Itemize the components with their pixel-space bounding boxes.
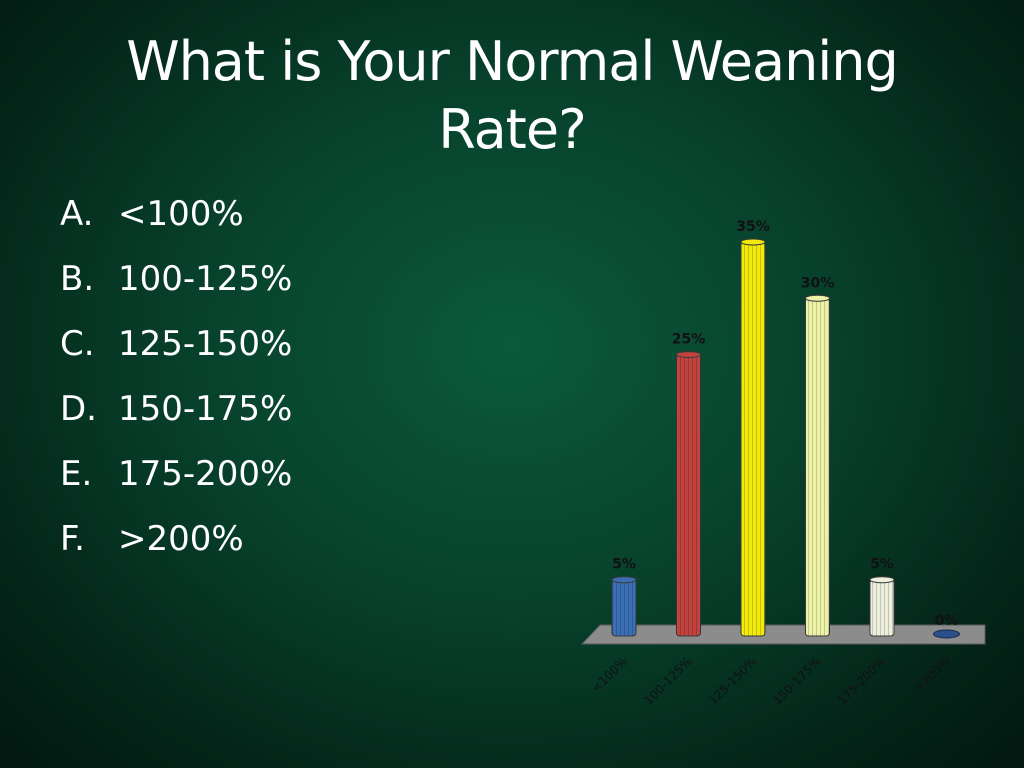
option-text: >200%	[118, 519, 244, 559]
category-tick-label-1: 100-125%	[641, 654, 694, 707]
option-letter: A.	[60, 194, 94, 234]
chart-floor	[580, 624, 986, 645]
category-tick-label-4: 175-200%	[835, 654, 888, 707]
answer-options-list: A. <100% B. 100-125% C. 125-150% D. 150-175%…	[60, 188, 292, 578]
bar-top-2	[740, 238, 766, 246]
bar-value-label-4: 5%	[870, 557, 894, 573]
answer-option-c: C. 125-150%	[60, 318, 292, 383]
bar-shading-4	[870, 579, 894, 636]
option-letter: F.	[60, 519, 85, 559]
bar-value-label-0: 5%	[612, 557, 636, 573]
response-bar-chart: 5% <100% 25% 100-125% 35% 125-150% 30% 150-175%…	[580, 219, 986, 708]
bar-top-1	[676, 351, 701, 359]
slide-title: What is Your Normal Weaning Rate?	[60, 28, 964, 164]
category-tick-label-0: <100%	[589, 654, 630, 695]
slide-title-line-2: Rate?	[438, 98, 586, 161]
bar-shading-0	[612, 579, 636, 636]
answer-option-b: B. 100-125%	[60, 253, 292, 318]
option-text: 175-200%	[118, 454, 293, 494]
category-tick-label-2: 125-150%	[706, 654, 759, 707]
option-text: 150-175%	[118, 389, 293, 429]
bar-top-3	[805, 294, 830, 302]
bar-shading-2	[741, 242, 765, 636]
option-text: 125-150%	[118, 324, 293, 364]
bar-value-label-1: 25%	[672, 332, 706, 348]
answer-option-d: D. 150-175%	[60, 383, 292, 448]
bar-value-label-3: 30%	[801, 275, 835, 291]
answer-option-a: A. <100%	[60, 188, 292, 253]
option-text: 100-125%	[118, 259, 293, 299]
category-tick-label-3: 150-175%	[770, 654, 823, 707]
option-letter: B.	[60, 259, 95, 299]
answer-option-e: E. 175-200%	[60, 448, 292, 513]
bar-value-label-5: 0%	[935, 613, 959, 629]
bar-shading-1	[676, 354, 701, 636]
bar-top-4	[869, 576, 895, 584]
slide-title-line-1: What is Your Normal Weaning	[126, 30, 899, 93]
bar-value-label-2: 35%	[736, 219, 770, 235]
bar-5	[933, 629, 960, 639]
answer-option-f: F. >200%	[60, 513, 292, 578]
category-tick-label-5: >200%	[911, 654, 952, 695]
option-letter: D.	[60, 389, 97, 429]
bar-top-0	[611, 576, 637, 584]
bar-shading-3	[805, 298, 830, 636]
option-letter: C.	[60, 324, 95, 364]
option-letter: E.	[60, 454, 93, 494]
option-text: <100%	[118, 194, 244, 234]
